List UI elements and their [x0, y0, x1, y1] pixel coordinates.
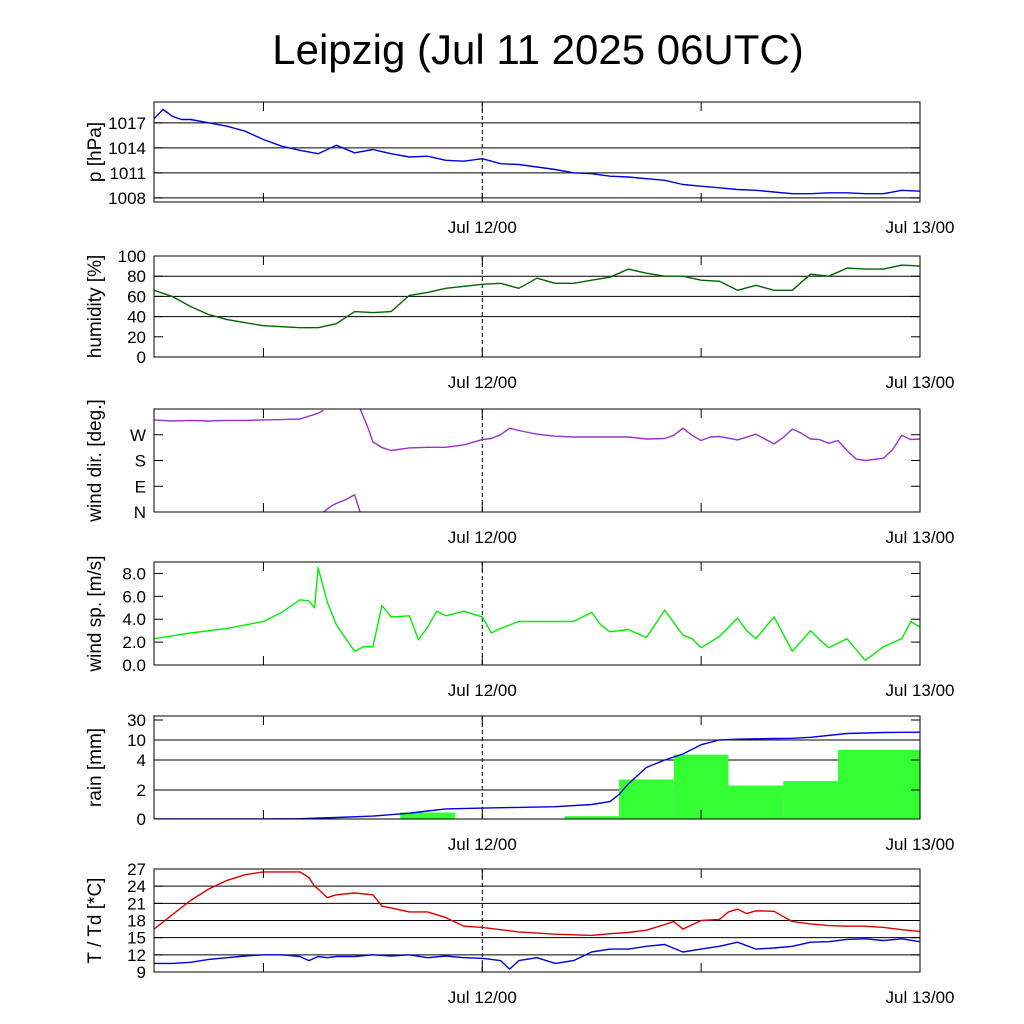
pressure-ytick-label: 1014 — [108, 139, 146, 158]
wind_speed-xtick-label: Jul 12/00 — [448, 681, 517, 700]
pressure-ylabel: p [hPa] — [85, 122, 106, 182]
pressure-ytick-label: 1017 — [108, 114, 146, 133]
temperature-series-line-t — [154, 871, 920, 937]
chart-title: Leipzig (Jul 11 2025 06UTC) — [272, 26, 804, 73]
wind_speed-ytick-label: 2.0 — [122, 633, 146, 652]
wind_speed-ytick-label: 6.0 — [122, 587, 146, 606]
wind_speed-ytick-label: 8.0 — [122, 564, 146, 583]
wind_dir-xtick-label: Jul 13/00 — [886, 528, 955, 547]
humidity-xtick-label: Jul 13/00 — [886, 373, 955, 392]
temperature-ytick-label: 24 — [127, 877, 146, 896]
rain-bar — [783, 781, 838, 819]
temperature-series-line-td — [154, 938, 920, 970]
temperature-ytick-label: 12 — [127, 946, 146, 965]
wind_dir-series-line-2 — [323, 494, 361, 512]
wind_dir-series-line-1 — [359, 409, 920, 462]
wind_speed-ytick-label: 4.0 — [122, 610, 146, 629]
temperature-ytick-label: 15 — [127, 929, 146, 948]
humidity-ytick-label: 20 — [127, 328, 146, 347]
pressure-ytick-label: 1008 — [108, 189, 146, 208]
temperature-ytick-label: 21 — [127, 894, 146, 913]
wind_dir-series-line-0 — [154, 409, 324, 422]
rain-bar — [619, 779, 674, 819]
pressure-series-line-0 — [154, 108, 920, 195]
wind_speed-xtick-label: Jul 13/00 — [886, 681, 955, 700]
rain-xtick-label: Jul 12/00 — [448, 835, 517, 854]
rain-ylabel: rain [mm] — [85, 728, 106, 807]
pressure-xtick-label: Jul 13/00 — [886, 218, 955, 237]
wind_dir-ytick-label: E — [135, 477, 146, 496]
humidity-series-line-0 — [154, 264, 920, 329]
temperature-xtick-label: Jul 12/00 — [448, 988, 517, 1007]
rain-bar — [673, 754, 729, 819]
rain-bar — [400, 812, 455, 819]
wind_dir-ytick-label: W — [130, 426, 146, 445]
humidity-ytick-label: 60 — [127, 287, 146, 306]
temperature-ytick-label: 27 — [127, 860, 146, 879]
pressure-ytick-label: 1011 — [109, 164, 146, 183]
wind_dir-ytick-label: N — [134, 503, 146, 522]
wind_dir-ylabel: wind dir. [deg.] — [85, 399, 106, 523]
rain-ytick-label: 30 — [127, 711, 146, 730]
temperature-ytick-label: 9 — [137, 963, 146, 982]
rain-ytick-label: 4 — [137, 751, 146, 770]
rain-ytick-label: 10 — [127, 731, 146, 750]
rain-series-line-0 — [154, 731, 920, 819]
wind_dir-xtick-label: Jul 12/00 — [448, 528, 517, 547]
wind_speed-frame — [153, 561, 921, 666]
rain-bar — [728, 785, 784, 819]
rain-ytick-label: 0 — [137, 810, 146, 829]
humidity-ytick-label: 40 — [127, 308, 146, 327]
humidity-ylabel: humidity [%] — [85, 255, 106, 358]
humidity-ytick-label: 80 — [127, 267, 146, 286]
wind_speed-series-line-0 — [154, 567, 920, 662]
wind_speed-ylabel: wind sp. [m/s] — [85, 555, 106, 672]
rain-ytick-label: 2 — [137, 781, 146, 800]
temperature-xtick-label: Jul 13/00 — [886, 988, 955, 1007]
rain-xtick-label: Jul 13/00 — [886, 835, 955, 854]
pressure-xtick-label: Jul 12/00 — [448, 218, 517, 237]
temperature-ytick-label: 18 — [127, 912, 146, 931]
wind_dir-ytick-label: S — [135, 452, 146, 471]
humidity-frame — [153, 255, 921, 358]
rain-frame — [153, 715, 921, 820]
humidity-xtick-label: Jul 12/00 — [448, 373, 517, 392]
humidity-ytick-label: 0 — [137, 348, 146, 367]
rain-bar — [837, 750, 920, 819]
rain-bar — [564, 816, 620, 819]
wind_dir-frame — [153, 408, 921, 513]
temperature-ylabel: T / Td [*C] — [85, 878, 106, 964]
pressure-frame — [153, 101, 921, 203]
wind_speed-ytick-label: 0.0 — [122, 656, 146, 675]
humidity-ytick-label: 100 — [118, 247, 146, 266]
